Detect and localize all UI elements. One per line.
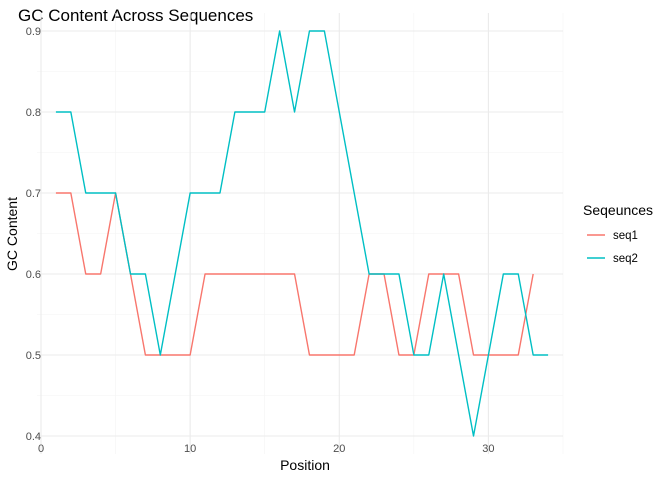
x-axis-title: Position — [280, 457, 330, 473]
legend: Seqeunces seq1 seq2 — [583, 202, 653, 265]
legend-label-seq1: seq1 — [613, 230, 638, 242]
legend-items: seq1 seq2 — [587, 230, 638, 265]
x-tick-label: 10 — [184, 443, 196, 455]
legend-label-seq2: seq2 — [613, 253, 638, 265]
series-line-seq2 — [55, 30, 549, 437]
y-tick-label: 0.7 — [26, 188, 41, 200]
x-tick-label: 0 — [38, 443, 44, 455]
series-layer — [55, 30, 549, 437]
y-tick-label: 0.8 — [26, 107, 41, 119]
y-tick-label: 0.6 — [26, 269, 41, 281]
x-tick-label: 30 — [482, 443, 494, 455]
y-axis-title: GC Content — [4, 197, 20, 271]
x-tick-label: 20 — [333, 443, 345, 455]
y-tick-label: 0.4 — [26, 431, 41, 443]
y-tick-label: 0.5 — [26, 350, 41, 362]
y-tick-label: 0.9 — [26, 26, 41, 38]
grid-layer — [37, 13, 564, 454]
legend-title: Seqeunces — [583, 202, 653, 218]
tick-labels: 0 10 20 30 0.4 0.5 0.6 0.7 0.8 0.9 — [26, 26, 495, 455]
chart-title: GC Content Across Sequences — [18, 6, 253, 25]
series-line-seq1 — [55, 192, 534, 356]
